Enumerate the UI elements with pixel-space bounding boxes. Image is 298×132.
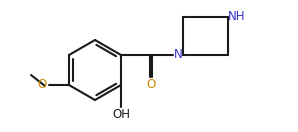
Text: O: O <box>37 79 47 91</box>
Text: OH: OH <box>112 107 130 121</box>
Text: O: O <box>146 77 156 91</box>
Text: N: N <box>174 48 182 62</box>
Text: NH: NH <box>228 10 246 22</box>
